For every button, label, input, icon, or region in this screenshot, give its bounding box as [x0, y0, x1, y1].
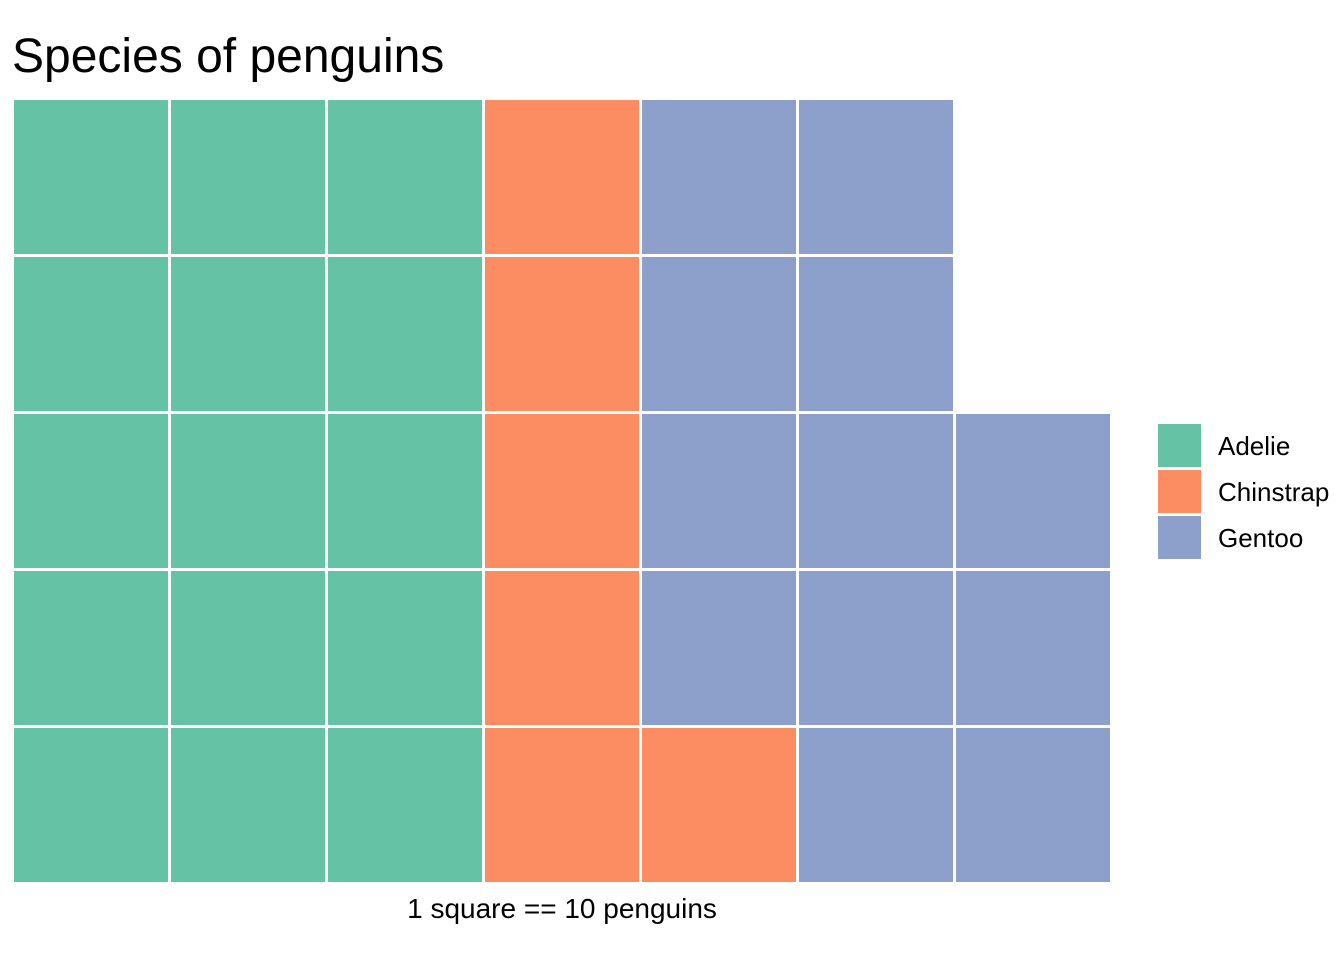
waffle-cell-gentoo — [956, 414, 1110, 568]
waffle-cell-chinstrap — [485, 571, 639, 725]
legend-swatch-chinstrap — [1158, 470, 1201, 513]
waffle-cell-gentoo — [799, 257, 953, 411]
legend: Adelie Chinstrap Gentoo — [1158, 424, 1329, 559]
waffle-cell-chinstrap — [485, 728, 639, 882]
waffle-cell-adelie — [14, 571, 168, 725]
waffle-cell-gentoo — [956, 571, 1110, 725]
waffle-cell-adelie — [328, 728, 482, 882]
waffle-cell-gentoo — [799, 414, 953, 568]
waffle-cell-adelie — [171, 728, 325, 882]
waffle-cell-adelie — [171, 100, 325, 254]
waffle-cell-gentoo — [642, 571, 796, 725]
waffle-cell-adelie — [14, 100, 168, 254]
legend-label: Adelie — [1218, 430, 1291, 461]
waffle-cell-chinstrap — [485, 100, 639, 254]
waffle-cell-gentoo — [642, 100, 796, 254]
waffle-cell-adelie — [328, 100, 482, 254]
chart-title: Species of penguins — [12, 30, 445, 83]
waffle-cell-gentoo — [956, 728, 1110, 882]
legend-label: Gentoo — [1218, 522, 1304, 553]
waffle-cell-adelie — [171, 571, 325, 725]
legend-item-chinstrap: Chinstrap — [1158, 470, 1329, 513]
waffle-cell-chinstrap — [642, 728, 796, 882]
legend-label: Chinstrap — [1218, 476, 1330, 507]
legend-item-adelie: Adelie — [1158, 424, 1329, 467]
waffle-grid — [14, 100, 1110, 882]
waffle-cell-gentoo — [799, 571, 953, 725]
waffle-cell-adelie — [328, 257, 482, 411]
waffle-cell-adelie — [171, 257, 325, 411]
chart-caption: 1 square == 10 penguins — [407, 893, 717, 924]
waffle-cell-gentoo — [642, 257, 796, 411]
waffle-cell-adelie — [328, 571, 482, 725]
waffle-cell-gentoo — [642, 414, 796, 568]
legend-item-gentoo: Gentoo — [1158, 516, 1329, 559]
waffle-cell-adelie — [14, 414, 168, 568]
legend-swatch-adelie — [1158, 424, 1201, 467]
waffle-cell-chinstrap — [485, 414, 639, 568]
legend-swatch-gentoo — [1158, 516, 1201, 559]
waffle-cell-gentoo — [799, 728, 953, 882]
waffle-cell-gentoo — [799, 100, 953, 254]
waffle-cell-adelie — [328, 414, 482, 568]
waffle-cell-adelie — [171, 414, 325, 568]
waffle-cell-chinstrap — [485, 257, 639, 411]
waffle-cell-adelie — [14, 257, 168, 411]
waffle-cell-adelie — [14, 728, 168, 882]
